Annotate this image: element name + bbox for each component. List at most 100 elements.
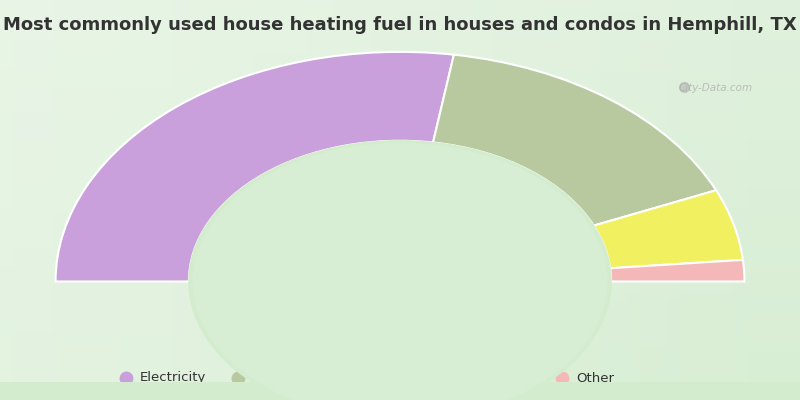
Bar (266, 0, 280, 400)
Bar (0, 280, 800, 284)
Bar (26, 0, 40, 400)
Bar (346, 0, 360, 400)
Text: City-Data.com: City-Data.com (679, 83, 753, 93)
Bar (106, 0, 120, 400)
Bar (0, 273, 800, 280)
Bar (0, 47, 800, 53)
Bar (0, 292, 800, 296)
Bar (0, 24, 800, 28)
Bar (0, 40, 800, 47)
Bar (0, 328, 800, 332)
Bar (0, 148, 800, 152)
Bar (0, 247, 800, 253)
Bar (0, 332, 800, 336)
Bar (0, 164, 800, 168)
Circle shape (194, 144, 606, 400)
Bar (0, 56, 800, 60)
Bar (0, 20, 800, 24)
Bar (0, 272, 800, 276)
Bar (0, 100, 800, 104)
Bar (0, 180, 800, 184)
Bar (0, 373, 800, 380)
Bar (360, 0, 374, 400)
Bar (0, 36, 800, 40)
Bar (0, 256, 800, 260)
Text: Electricity: Electricity (140, 372, 206, 384)
Bar (546, 0, 560, 400)
Bar (0, 12, 800, 16)
Bar (0, 168, 800, 172)
Bar (0, 113, 800, 120)
Bar (0, 313, 800, 320)
Bar (0, 107, 800, 113)
Bar (0, 204, 800, 208)
Bar (0, 260, 800, 264)
Bar (0, 360, 800, 367)
Bar (654, 0, 666, 400)
Bar (0, 296, 800, 300)
Bar (0, 353, 800, 360)
Bar (254, 0, 266, 400)
Bar (0, 360, 800, 364)
Bar (0, 393, 800, 400)
Text: Bottled, tank, or LP gas: Bottled, tank, or LP gas (380, 372, 535, 384)
Bar (160, 0, 174, 400)
Bar (0, 108, 800, 112)
Bar (454, 0, 466, 400)
Bar (54, 0, 66, 400)
Wedge shape (55, 52, 454, 282)
Bar (374, 0, 386, 400)
Bar (334, 0, 346, 400)
Bar (14, 0, 26, 400)
Bar (0, 80, 800, 84)
Bar (0, 128, 800, 132)
Bar (0, 88, 800, 92)
Bar (214, 0, 226, 400)
Bar (0, 160, 800, 167)
Bar (0, 200, 800, 207)
Bar (0, 233, 800, 240)
Bar (0, 60, 800, 64)
Bar (0, 232, 800, 236)
Text: Most commonly used house heating fuel in houses and condos in Hemphill, TX: Most commonly used house heating fuel in… (3, 16, 797, 34)
Bar (0, 93, 800, 100)
Bar (0, 376, 800, 380)
Bar (0, 196, 800, 200)
Bar (0, 124, 800, 128)
Bar (720, 0, 734, 400)
Bar (0, 352, 800, 356)
Bar (506, 0, 520, 400)
Bar (0, 220, 800, 227)
Bar (0, 213, 800, 220)
Bar (0, 284, 800, 288)
Bar (0, 268, 800, 272)
Bar (466, 0, 480, 400)
Text: Utility gas: Utility gas (252, 372, 319, 384)
Bar (0, 27, 800, 33)
Bar (0, 288, 800, 292)
Wedge shape (610, 260, 745, 282)
Bar (0, 140, 800, 144)
Bar (0, 180, 800, 187)
Bar (0, 193, 800, 200)
Bar (0, 287, 800, 293)
Bar (0, 73, 800, 80)
Bar (0, 76, 800, 80)
Bar (0, 280, 800, 287)
Bar (0, 216, 800, 220)
Bar (0, 120, 800, 127)
Bar (0, 240, 800, 244)
Bar (0, 207, 800, 213)
Bar (0, 0, 800, 7)
Bar (0, 173, 800, 180)
Bar (0, 276, 800, 280)
Bar (666, 0, 680, 400)
Bar (0, 153, 800, 160)
Bar (0, 0, 14, 400)
Bar (0, 320, 800, 327)
Bar (0, 68, 800, 72)
Bar (0, 347, 800, 353)
Bar (0, 392, 800, 396)
Bar (0, 184, 800, 188)
Bar (0, 307, 800, 313)
